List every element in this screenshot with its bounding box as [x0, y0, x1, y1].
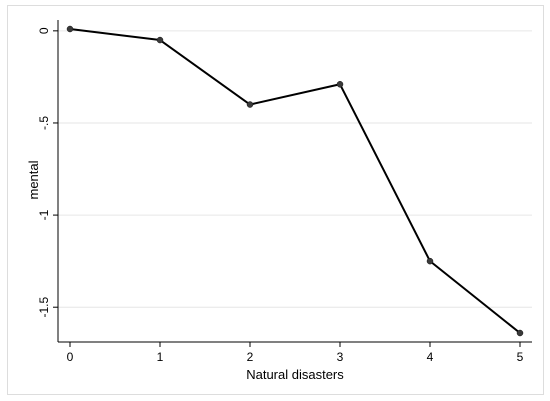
grid-layer	[58, 30, 532, 308]
x-tick-label: 4	[427, 350, 434, 364]
y-tick-label: 0	[37, 27, 51, 34]
x-axis-title: Natural disasters	[246, 367, 344, 382]
outer-frame	[7, 5, 544, 395]
data-point	[336, 81, 344, 88]
x-tick-label: 0	[67, 350, 74, 364]
axes-layer: 0 -.5 -1 -1.5 0 1 2 3 4 5	[37, 20, 532, 364]
y-tick-label: -.5	[37, 116, 51, 130]
series-layer	[66, 25, 524, 337]
series-line	[69, 28, 521, 334]
data-point	[156, 36, 164, 44]
y-tick-label: -1	[37, 209, 51, 220]
x-tick-label: 2	[247, 350, 254, 364]
data-point	[66, 25, 74, 33]
y-axis-title: mental	[26, 160, 41, 199]
y-tick-label: -1.5	[37, 297, 51, 318]
x-tick-label: 1	[157, 350, 164, 364]
data-point	[426, 257, 434, 265]
x-tick-label: 3	[337, 350, 344, 364]
data-point	[246, 101, 254, 108]
x-tick-label: 5	[517, 350, 524, 364]
data-point	[516, 329, 524, 337]
